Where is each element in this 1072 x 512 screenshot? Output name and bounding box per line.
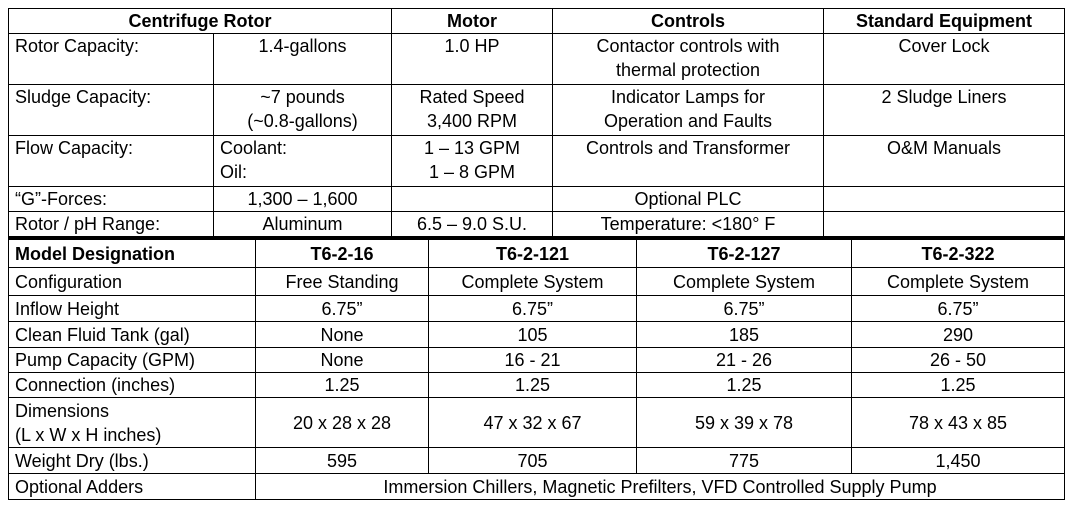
cell: 1 – 13 GPM 1 – 8 GPM	[391, 135, 553, 187]
cell: Immersion Chillers, Magnetic Prefilters,…	[255, 473, 1065, 500]
header-row: Centrifuge Rotor Motor Controls Standard Eq…	[8, 8, 1065, 34]
row: Pump Capacity (GPM) None 16 - 21 21 - 26 26 …	[8, 347, 1065, 373]
cell: Controls	[552, 8, 824, 34]
cell: 185	[636, 321, 852, 348]
cell: Weight Dry (lbs.)	[8, 447, 256, 474]
cell: Cover Lock	[823, 33, 1065, 85]
cell: T6-2-16	[255, 238, 429, 268]
model-table: Model Designation T6-2-16 T6-2-121 T6-2-127…	[8, 237, 1065, 500]
cell: 6.75”	[636, 295, 852, 322]
cell: 47 x 32 x 67	[428, 397, 637, 448]
cell: 1.25	[636, 372, 852, 398]
cell	[823, 186, 1065, 212]
cell: “G”-Forces:	[8, 186, 214, 212]
cell: Optional Adders	[8, 473, 256, 500]
cell: 1.4-gallons	[213, 33, 392, 85]
row: “G”-Forces: 1,300 – 1,600 Optional PLC	[8, 186, 1065, 212]
cell: Free Standing	[255, 267, 429, 296]
equipment-table: Centrifuge Rotor Motor Controls Standard Eq…	[8, 8, 1065, 237]
row: Clean Fluid Tank (gal) None 105 185 290	[8, 321, 1065, 348]
row: Sludge Capacity: ~7 pounds (~0.8-gallons)…	[8, 84, 1065, 136]
cell: 59 x 39 x 78	[636, 397, 852, 448]
cell: 2 Sludge Liners	[823, 84, 1065, 136]
cell: Rotor / pH Range:	[8, 211, 214, 237]
cell: Sludge Capacity:	[8, 84, 214, 136]
cell: Rated Speed 3,400 RPM	[391, 84, 553, 136]
cell: 26 - 50	[851, 347, 1065, 373]
cell: 78 x 43 x 85	[851, 397, 1065, 448]
cell: 6.75”	[255, 295, 429, 322]
row: Rotor / pH Range: Aluminum 6.5 – 9.0 S.U. T…	[8, 211, 1065, 237]
cell	[823, 211, 1065, 237]
cell: Contactor controls with thermal protecti…	[552, 33, 824, 85]
cell	[391, 186, 553, 212]
cell: ~7 pounds (~0.8-gallons)	[213, 84, 392, 136]
cell: 6.75”	[428, 295, 637, 322]
row: Inflow Height 6.75” 6.75” 6.75” 6.75”	[8, 295, 1065, 322]
cell: Pump Capacity (GPM)	[8, 347, 256, 373]
cell: T6-2-121	[428, 238, 637, 268]
row: Weight Dry (lbs.) 595 705 775 1,450	[8, 447, 1065, 474]
cell: 1.25	[255, 372, 429, 398]
cell: 20 x 28 x 28	[255, 397, 429, 448]
cell: 21 - 26	[636, 347, 852, 373]
cell: T6-2-322	[851, 238, 1065, 268]
cell: O&M Manuals	[823, 135, 1065, 187]
cell: Complete System	[636, 267, 852, 296]
cell: 6.75”	[851, 295, 1065, 322]
cell: 1.25	[851, 372, 1065, 398]
spec-sheet: Centrifuge Rotor Motor Controls Standard Eq…	[8, 8, 1065, 500]
cell: Flow Capacity:	[8, 135, 214, 187]
cell: 290	[851, 321, 1065, 348]
cell: Complete System	[428, 267, 637, 296]
cell: 1.25	[428, 372, 637, 398]
cell: Aluminum	[213, 211, 392, 237]
cell: 595	[255, 447, 429, 474]
header-row: Model Designation T6-2-16 T6-2-121 T6-2-127…	[8, 238, 1065, 268]
cell: Centrifuge Rotor	[8, 8, 392, 34]
cell: Connection (inches)	[8, 372, 256, 398]
cell: Standard Equipment	[823, 8, 1065, 34]
row: Dimensions (L x W x H inches) 20 x 28 x 2…	[8, 397, 1065, 448]
cell: Inflow Height	[8, 295, 256, 322]
cell: 16 - 21	[428, 347, 637, 373]
cell: Clean Fluid Tank (gal)	[8, 321, 256, 348]
cell: None	[255, 347, 429, 373]
cell: Temperature: <180° F	[552, 211, 824, 237]
cell: 105	[428, 321, 637, 348]
cell: Dimensions (L x W x H inches)	[8, 397, 256, 448]
cell: 1.0 HP	[391, 33, 553, 85]
cell: Complete System	[851, 267, 1065, 296]
cell: 1,450	[851, 447, 1065, 474]
row: Optional Adders Immersion Chillers, Magne…	[8, 473, 1065, 500]
row: Rotor Capacity: 1.4-gallons 1.0 HP Contacto…	[8, 33, 1065, 85]
cell: T6-2-127	[636, 238, 852, 268]
cell: 6.5 – 9.0 S.U.	[391, 211, 553, 237]
cell: Model Designation	[8, 238, 256, 268]
row: Configuration Free Standing Complete Syste…	[8, 267, 1065, 296]
cell: Rotor Capacity:	[8, 33, 214, 85]
cell: Motor	[391, 8, 553, 34]
cell: Optional PLC	[552, 186, 824, 212]
cell: Controls and Transformer	[552, 135, 824, 187]
cell: 1,300 – 1,600	[213, 186, 392, 212]
cell: 705	[428, 447, 637, 474]
cell: Configuration	[8, 267, 256, 296]
cell: None	[255, 321, 429, 348]
row: Connection (inches) 1.25 1.25 1.25 1.25	[8, 372, 1065, 398]
row: Flow Capacity: Coolant: Oil: 1 – 13 GPM 1 …	[8, 135, 1065, 187]
cell: 775	[636, 447, 852, 474]
cell: Coolant: Oil:	[213, 135, 392, 187]
cell: Indicator Lamps for Operation and Faults	[552, 84, 824, 136]
